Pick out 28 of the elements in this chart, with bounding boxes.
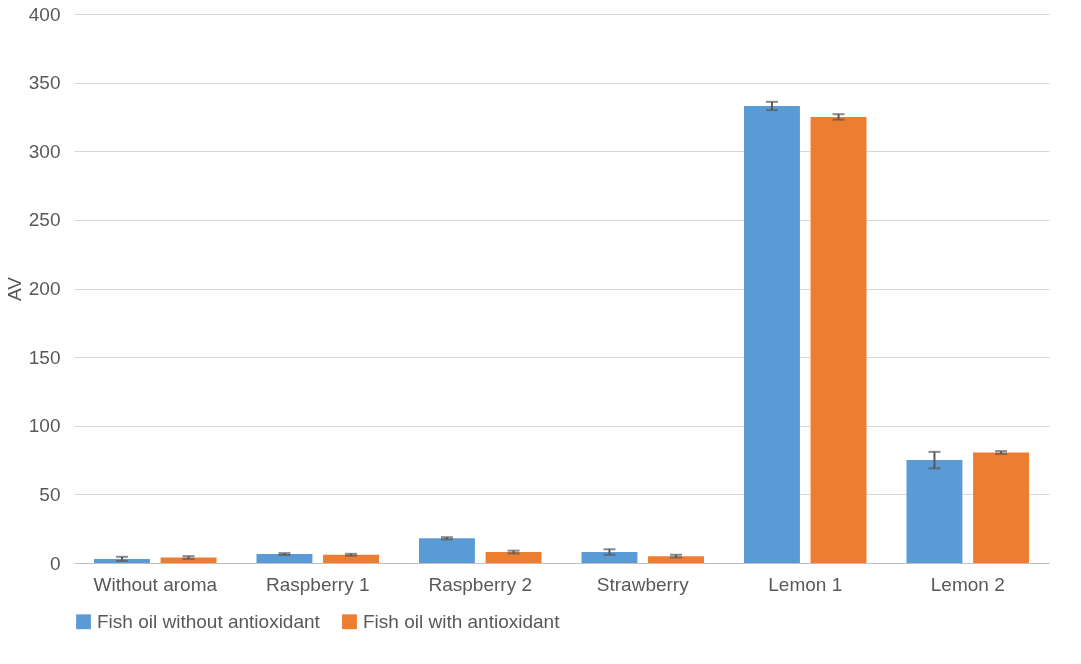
y-tick-label: 50 bbox=[39, 483, 61, 505]
bar bbox=[581, 552, 638, 563]
y-tick-label: 100 bbox=[28, 415, 61, 437]
y-tick-label: 300 bbox=[28, 140, 61, 162]
x-tick-label: Raspberry 1 bbox=[266, 573, 370, 595]
bar bbox=[906, 460, 963, 563]
legend-label: Fish oil without antioxidant bbox=[97, 610, 321, 632]
bar bbox=[418, 538, 475, 563]
y-tick-label: 250 bbox=[28, 209, 61, 231]
x-tick-label: Strawberry bbox=[596, 573, 690, 595]
x-tick-label: Lemon 1 bbox=[768, 573, 843, 595]
bar bbox=[973, 452, 1030, 563]
x-tick-label: Raspberry 2 bbox=[428, 573, 532, 595]
bar bbox=[256, 554, 313, 563]
bar bbox=[485, 552, 542, 563]
bar bbox=[323, 554, 380, 563]
y-tick-label: 0 bbox=[49, 552, 61, 574]
x-tick-label: Lemon 2 bbox=[930, 573, 1005, 595]
y-tick-label: 400 bbox=[28, 3, 61, 25]
y-tick-label: 200 bbox=[28, 278, 61, 299]
bar bbox=[648, 556, 705, 563]
legend-label: Fish oil with antioxidant bbox=[363, 610, 561, 632]
y-axis-title: AV bbox=[3, 276, 25, 301]
bar bbox=[743, 105, 800, 563]
y-tick-label: 150 bbox=[28, 346, 61, 368]
x-tick-label: Without aroma bbox=[93, 573, 218, 595]
y-tick-label: 350 bbox=[28, 72, 61, 94]
bar bbox=[810, 116, 867, 563]
